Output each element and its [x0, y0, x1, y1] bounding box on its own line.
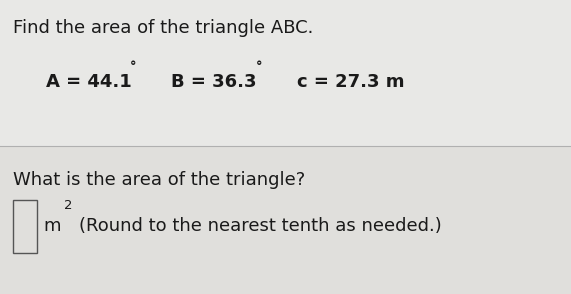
FancyBboxPatch shape: [0, 0, 571, 146]
Text: 2: 2: [64, 199, 73, 212]
Text: (Round to the nearest tenth as needed.): (Round to the nearest tenth as needed.): [79, 217, 441, 235]
Text: B = 36.3: B = 36.3: [171, 73, 257, 91]
Text: c = 27.3 m: c = 27.3 m: [297, 73, 404, 91]
Text: °: °: [256, 60, 262, 73]
FancyBboxPatch shape: [0, 146, 571, 294]
Text: What is the area of the triangle?: What is the area of the triangle?: [13, 171, 305, 188]
Text: Find the area of the triangle ABC.: Find the area of the triangle ABC.: [13, 19, 313, 37]
Text: °: °: [130, 60, 136, 73]
Text: m: m: [43, 217, 61, 235]
Text: A = 44.1: A = 44.1: [46, 73, 131, 91]
FancyBboxPatch shape: [13, 200, 37, 253]
